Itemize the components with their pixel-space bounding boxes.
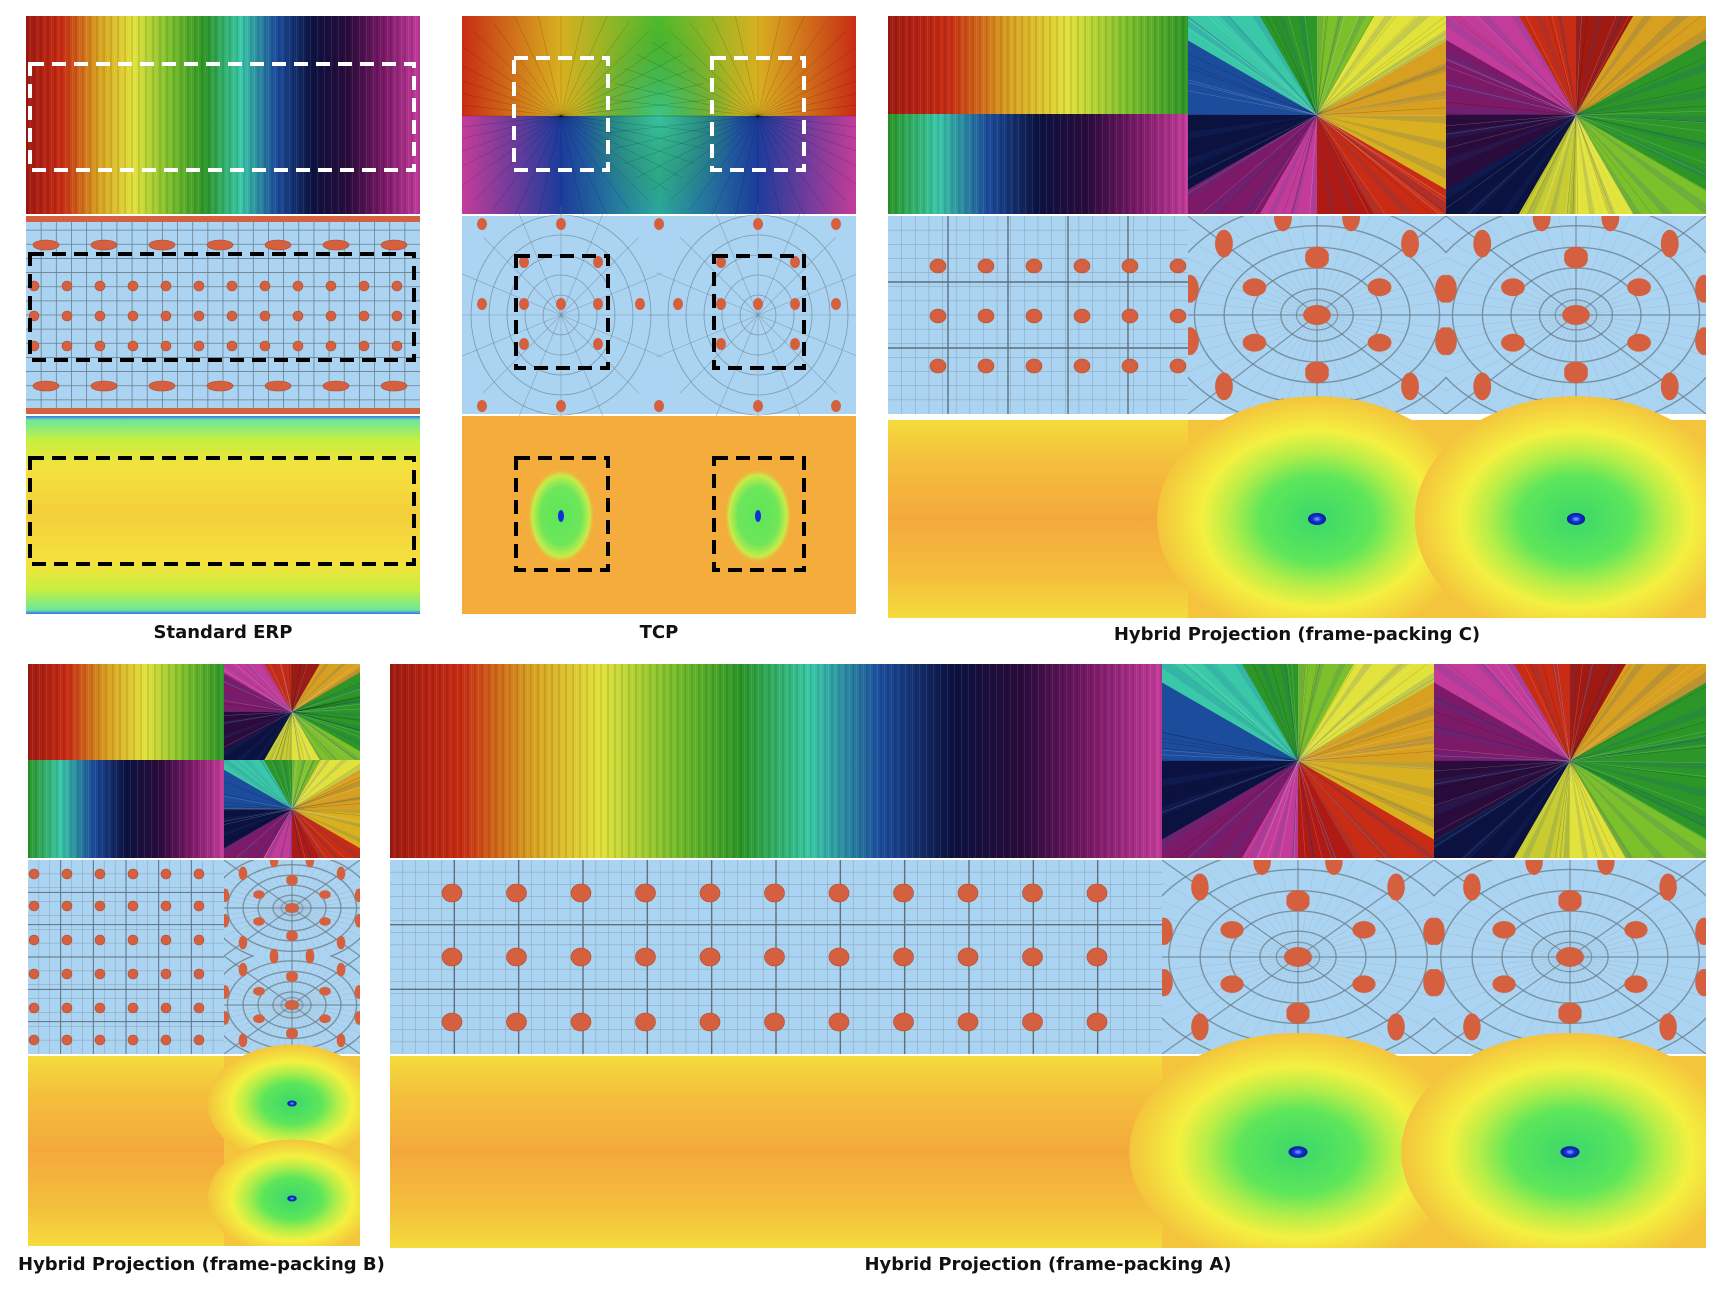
hybrid-frame-packing-c-figure — [888, 16, 1706, 618]
hybrid-a-distortion-image — [390, 1033, 1706, 1248]
erp-distortion-image — [26, 416, 420, 614]
caption-hybrid-a: Hybrid Projection (frame-packing A) — [390, 1254, 1706, 1275]
caption-tcp: TCP — [462, 622, 856, 643]
hybrid-frame-packing-a-figure — [390, 664, 1706, 1248]
hybrid-b-distortion-image — [28, 1045, 360, 1246]
caption-hybrid-b: Hybrid Projection (frame-packing B) — [18, 1254, 370, 1275]
standard-erp-figure — [26, 16, 420, 616]
caption-standard-erp: Standard ERP — [26, 622, 420, 643]
tcp-texture-image — [462, 16, 856, 221]
hybrid-b-grid-image — [28, 831, 360, 1083]
tcp-distortion-image — [462, 416, 856, 614]
hybrid-c-distortion-image — [888, 396, 1706, 618]
tcp-figure — [462, 16, 856, 616]
hybrid-frame-packing-b-figure — [28, 664, 360, 1246]
caption-hybrid-c: Hybrid Projection (frame-packing C) — [888, 624, 1706, 645]
